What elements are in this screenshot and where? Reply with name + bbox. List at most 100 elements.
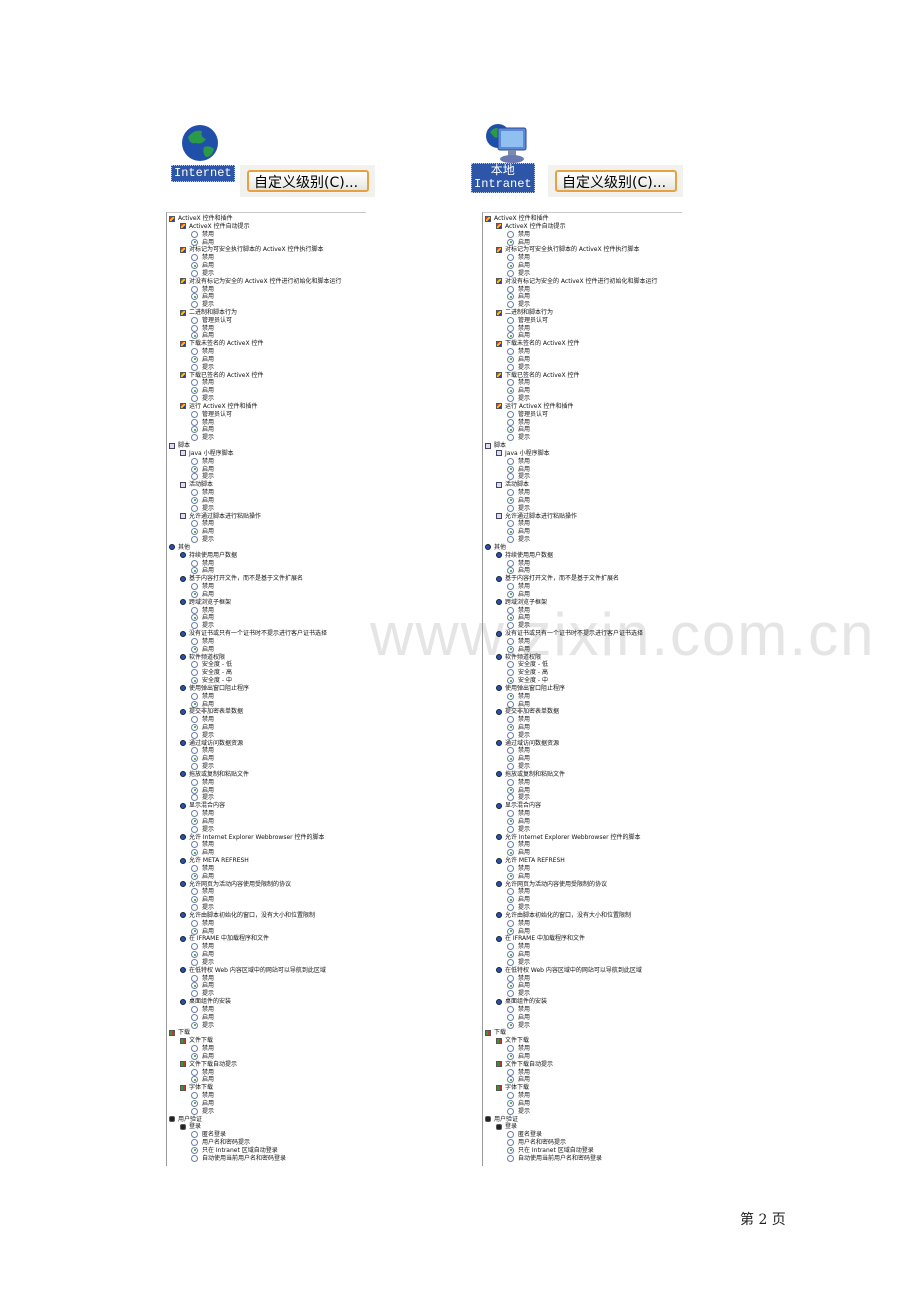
radio-option[interactable]: 禁用 [507,974,530,983]
radio-option[interactable]: 提示 [191,1107,214,1116]
radio-button[interactable] [507,418,514,426]
radio-option[interactable]: 启用 [507,849,530,857]
radio-option[interactable]: 禁用 [507,716,530,724]
radio-option[interactable]: 提示 [191,904,214,912]
radio-button[interactable] [191,1092,198,1099]
radio-button[interactable] [507,622,514,630]
radio-option[interactable]: 启用 [507,590,530,599]
radio-option[interactable]: 启用 [191,355,214,364]
radio-option[interactable]: 启用 [507,293,530,301]
radio-button[interactable] [507,982,514,990]
radio-button[interactable] [507,974,514,982]
radio-button[interactable] [191,301,198,309]
radio-option[interactable]: 启用 [507,982,530,990]
radio-button[interactable] [191,825,198,833]
radio-option[interactable]: 启用 [507,426,530,434]
radio-button[interactable] [191,293,198,301]
radio-option[interactable]: 只在 Intranet 区域自动登录 [191,1146,278,1155]
radio-button[interactable] [191,1154,198,1162]
radio-button[interactable] [191,661,198,669]
radio-button[interactable] [191,755,198,763]
radio-option[interactable]: 启用 [191,896,214,904]
radio-option[interactable]: 禁用 [507,1045,530,1053]
radio-button[interactable] [191,700,198,708]
radio-option[interactable]: 提示 [507,794,530,802]
radio-button[interactable] [191,763,198,771]
radio-button[interactable] [507,864,514,872]
radio-button[interactable] [191,536,198,543]
radio-option[interactable]: 启用 [507,567,530,575]
radio-option[interactable]: 启用 [191,817,214,826]
radio-option[interactable]: 启用 [191,872,214,881]
radio-option[interactable]: 禁用 [507,1005,530,1014]
radio-option[interactable]: 启用 [191,332,214,340]
radio-option[interactable]: 启用 [191,528,214,536]
radio-button[interactable] [191,332,198,340]
radio-button[interactable] [507,872,514,880]
radio-button[interactable] [191,590,198,598]
radio-option[interactable]: 启用 [191,982,214,990]
radio-button[interactable] [191,426,198,434]
radio-button[interactable] [191,395,198,403]
radio-option[interactable]: 安全度 - 中 [191,677,232,685]
radio-option[interactable]: 禁用 [507,692,530,701]
radio-option[interactable]: 提示 [507,536,530,544]
radio-option[interactable]: 禁用 [507,489,530,497]
radio-button[interactable] [507,316,514,324]
radio-button[interactable] [507,919,514,927]
radio-button[interactable] [191,387,198,395]
radio-option[interactable]: 禁用 [507,1092,530,1100]
radio-button[interactable] [191,324,198,332]
radio-button[interactable] [191,692,198,700]
radio-button[interactable] [191,504,198,512]
radio-button[interactable] [191,1131,198,1139]
radio-option[interactable]: 禁用 [191,1005,214,1014]
radio-option[interactable]: 禁用 [191,418,214,427]
radio-button[interactable] [191,496,198,504]
radio-button[interactable] [191,872,198,880]
radio-option[interactable]: 启用 [191,700,214,709]
radio-button[interactable] [191,1146,198,1154]
radio-button[interactable] [191,410,198,418]
radio-button[interactable] [191,1013,198,1021]
radio-button[interactable] [191,473,198,481]
radio-option[interactable]: 启用 [507,528,530,536]
radio-option[interactable]: 禁用 [191,230,214,239]
radio-button[interactable] [191,379,198,387]
radio-button[interactable] [191,269,198,277]
radio-option[interactable]: 启用 [507,817,530,826]
radio-option[interactable]: 提示 [507,763,530,771]
radio-option[interactable]: 启用 [191,293,214,301]
radio-option[interactable]: 提示 [507,395,530,403]
radio-option[interactable]: 禁用 [191,285,214,294]
radio-option[interactable]: 禁用 [507,1068,530,1077]
radio-button[interactable] [507,692,514,700]
radio-button[interactable] [507,465,514,473]
radio-button[interactable] [191,355,198,363]
radio-option[interactable]: 启用 [191,1099,214,1108]
radio-button[interactable] [191,1076,198,1084]
radio-button[interactable] [191,778,198,786]
radio-button[interactable] [191,716,198,724]
radio-button[interactable] [191,1045,198,1052]
radio-option[interactable]: 禁用 [191,716,214,724]
radio-option[interactable]: 启用 [507,872,530,881]
radio-option[interactable]: 提示 [191,763,214,771]
radio-button[interactable] [191,489,198,497]
radio-button[interactable] [191,974,198,982]
radio-option[interactable]: 禁用 [507,637,530,646]
radio-option[interactable]: 启用 [191,951,214,959]
radio-option[interactable]: 禁用 [191,520,214,528]
radio-button[interactable] [507,841,514,849]
radio-option[interactable]: 禁用 [507,254,530,262]
radio-button[interactable] [507,943,514,951]
radio-button[interactable] [507,888,514,896]
radio-option[interactable]: 自动使用当前用户名和密码登录 [191,1154,286,1163]
radio-option[interactable]: 提示 [191,269,214,278]
radio-option[interactable]: 启用 [507,951,530,959]
radio-option[interactable]: 禁用 [191,637,214,646]
radio-button[interactable] [191,1005,198,1013]
radio-option[interactable]: 禁用 [507,418,530,427]
radio-option[interactable]: 提示 [191,958,214,967]
radio-button[interactable] [191,614,198,622]
